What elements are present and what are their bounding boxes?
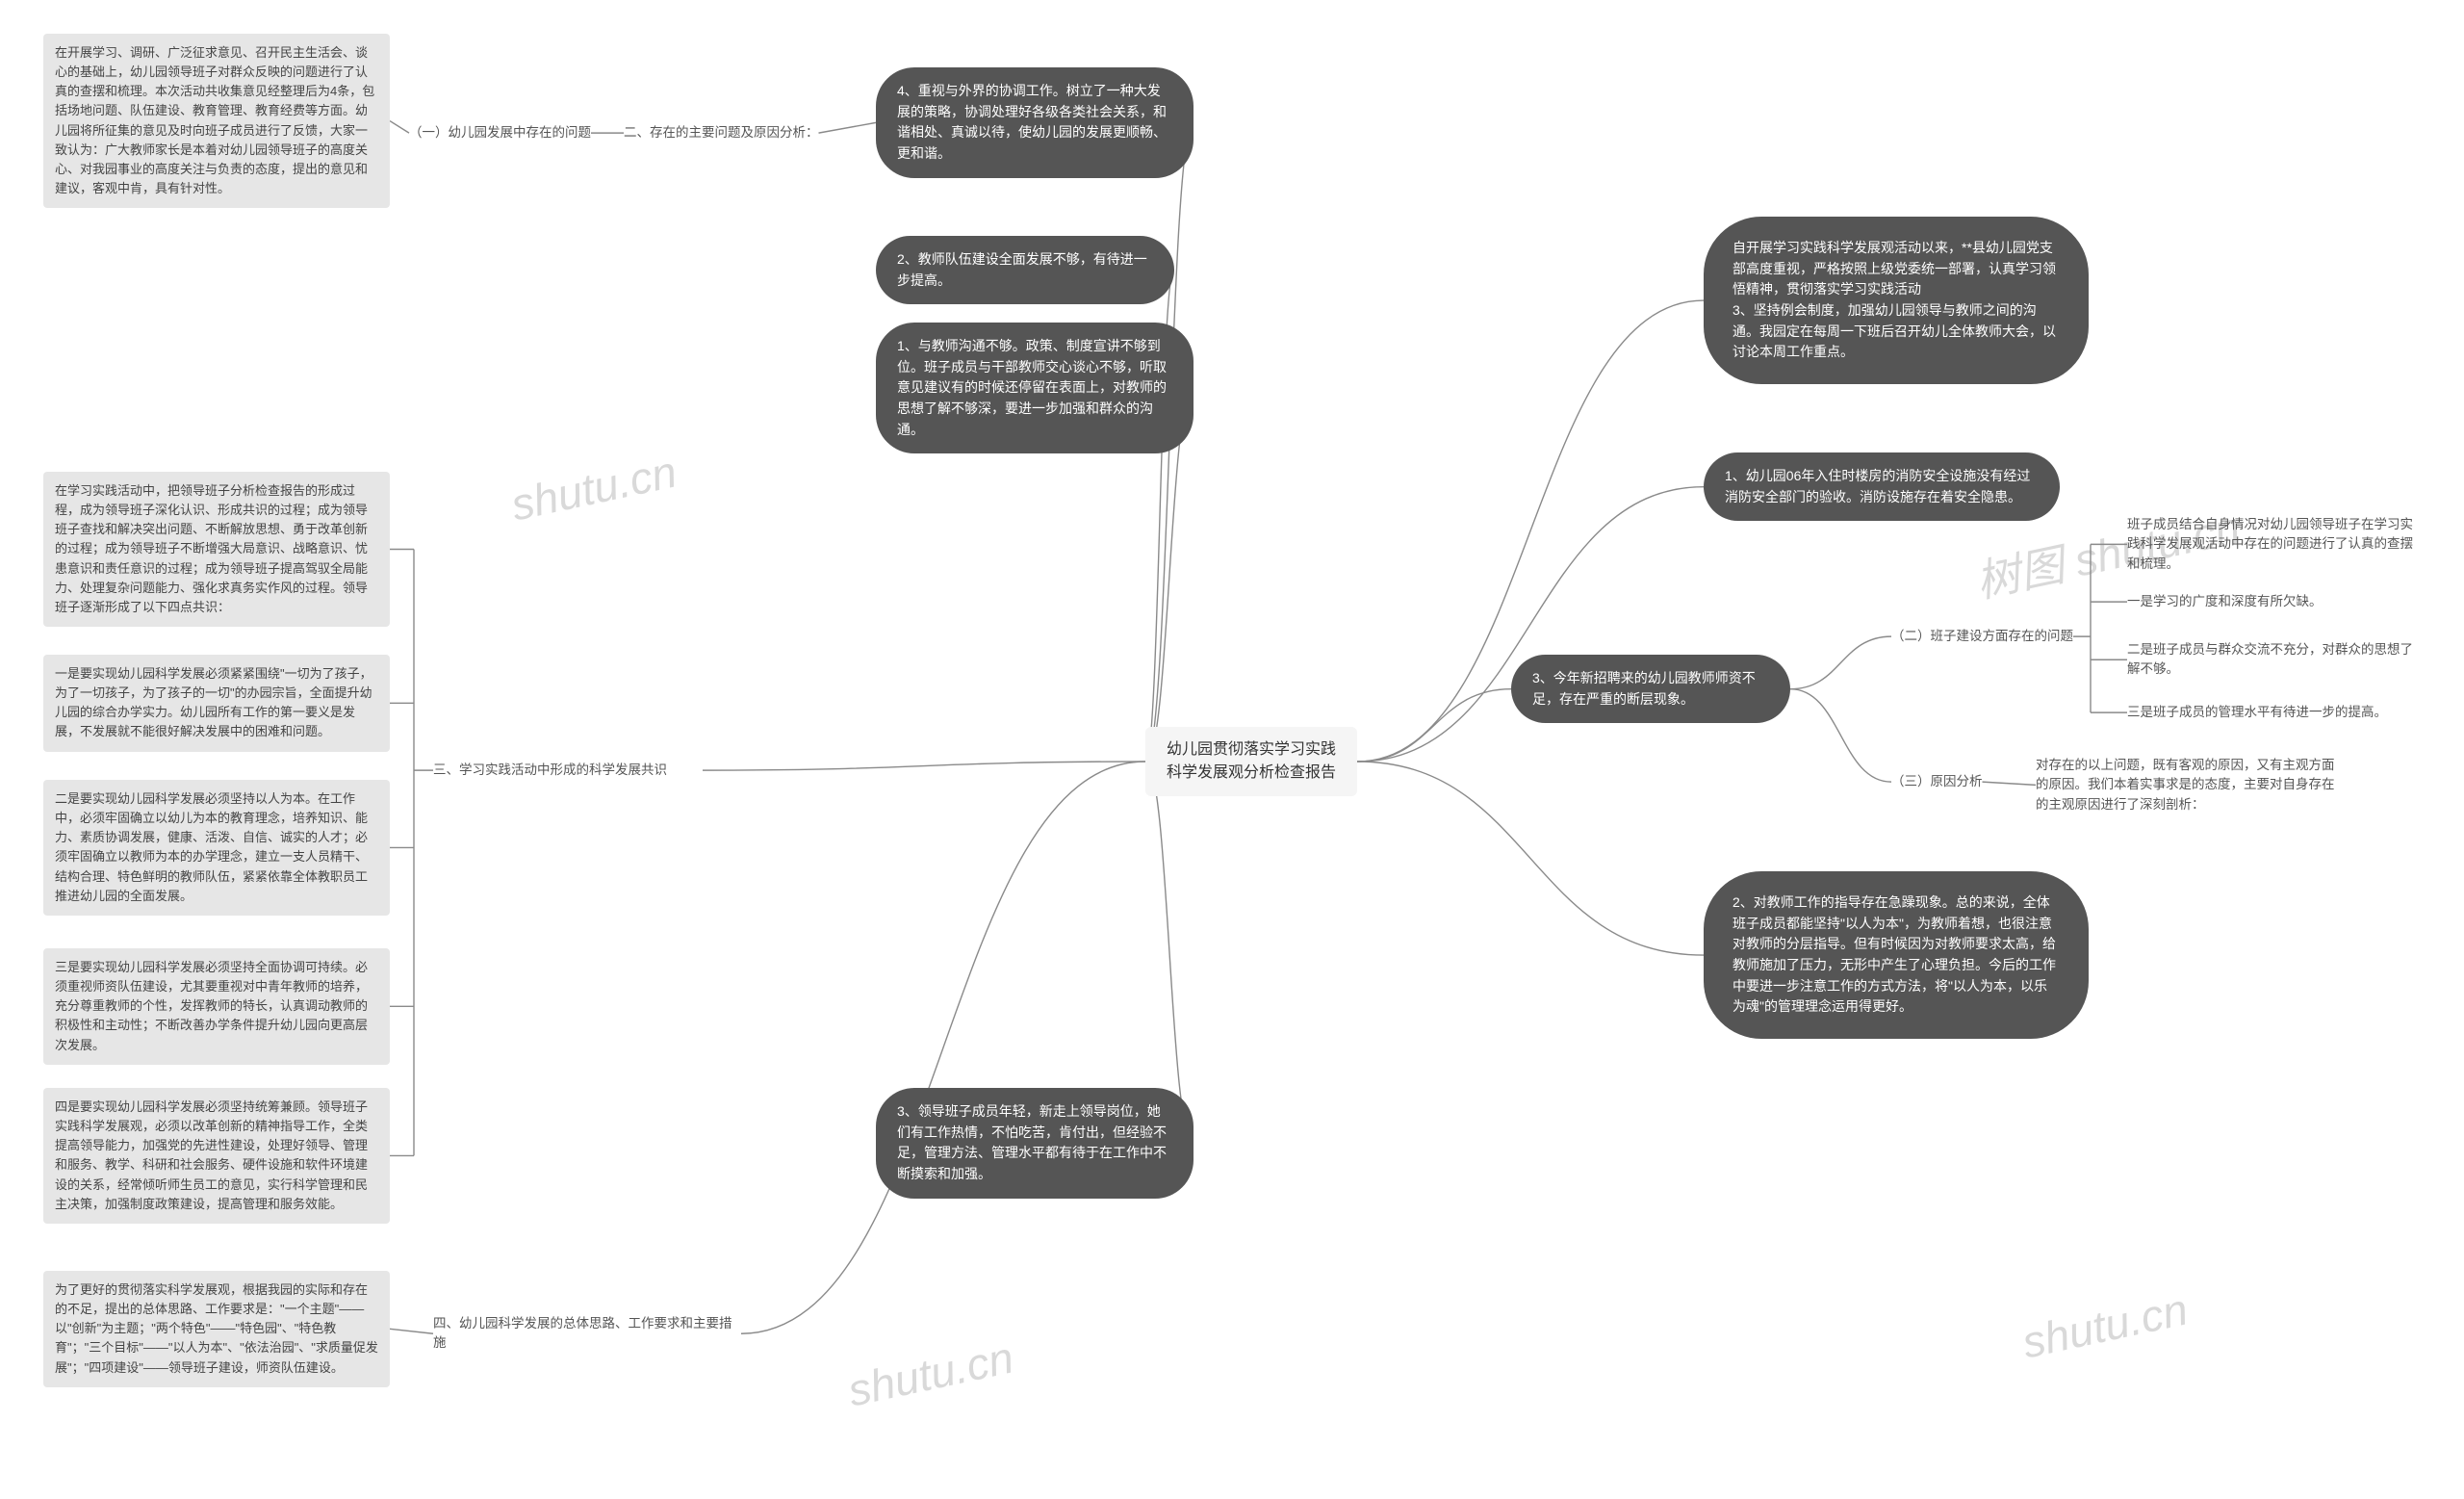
section3-label: 三、学习实践活动中形成的科学发展共识 — [433, 761, 703, 780]
right-node-1: 自开展学习实践科学发展观活动以来，**县幼儿园党支部高度重视，严格按照上级党委统… — [1704, 217, 2089, 384]
right-node-3: 3、今年新招聘来的幼儿园教师师资不足，存在严重的断层现象。 — [1511, 655, 1790, 723]
sec3-label: （三）原因分析 — [1891, 772, 1983, 791]
mid-3: 三是要实现幼儿园科学发展必须坚持全面协调可持续。必须重视师资队伍建设，尤其要重视… — [43, 948, 390, 1065]
mid-intro: 在学习实践活动中，把领导班子分析检查报告的形成过程，成为领导班子深化认识、形成共… — [43, 472, 390, 627]
center-line1: 幼儿园贯彻落实学习实践 — [1163, 738, 1340, 762]
mid-2: 二是要实现幼儿园科学发展必须坚持以人为本。在工作中，必须牢固确立以幼儿为本的教育… — [43, 780, 390, 916]
problems-box: 在开展学习、调研、广泛征求意见、召开民主生活会、谈心的基础上，幼儿园领导班子对群… — [43, 34, 390, 208]
center-line2: 科学发展观分析检查报告 — [1163, 762, 1340, 785]
bubble-3: 3、领导班子成员年轻，新走上领导岗位，她们有工作热情，不怕吃苦，肯付出，但经验不… — [876, 1088, 1194, 1199]
bubble-2: 2、教师队伍建设全面发展不够，有待进一步提高。 — [876, 236, 1174, 304]
mid-4: 四是要实现幼儿园科学发展必须坚持统筹兼顾。领导班子实践科学发展观，必须以改革创新… — [43, 1088, 390, 1224]
watermark-2: shutu.cn — [843, 1331, 1017, 1417]
section4-label: 四、幼儿园科学发展的总体思路、工作要求和主要措施 — [433, 1314, 741, 1354]
bubble-1: 1、与教师沟通不够。政策、制度宣讲不够到位。班子成员与干部教师交心谈心不够，听取… — [876, 323, 1194, 453]
right-node-2: 1、幼儿园06年入住时楼房的消防安全设施没有经过消防安全部门的验收。消防设施存在… — [1704, 452, 2060, 521]
watermark-1: shutu.cn — [506, 446, 680, 531]
sec3-text: 对存在的以上问题，既有客观的原因，又有主观方面的原因。我们本着实事求是的态度，主… — [2036, 756, 2344, 814]
center-node: 幼儿园贯彻落实学习实践 科学发展观分析检查报告 — [1145, 727, 1357, 796]
mid-1: 一是要实现幼儿园科学发展必须紧紧围绕"一切为了孩子，为了一切孩子，为了孩子的一切… — [43, 655, 390, 752]
right-node-4: 2、对教师工作的指导存在急躁现象。总的来说，全体班子成员都能坚持"以人为本"，为… — [1704, 871, 2089, 1039]
main-issues-label: 二、存在的主要问题及原因分析： — [624, 123, 819, 142]
sec2-b: 二是班子成员与群众交流不充分，对群众的思想了解不够。 — [2127, 640, 2426, 680]
watermark-4: shutu.cn — [2017, 1283, 2192, 1369]
sec2-a: 一是学习的广度和深度有所欠缺。 — [2127, 592, 2426, 611]
sec1-label: （一）幼儿园发展中存在的问题 — [409, 123, 591, 142]
bubble-4: 4、重视与外界的协调工作。树立了一种大发展的策略，协调处理好各级各类社会关系，和… — [876, 67, 1194, 178]
bot-text: 为了更好的贯彻落实科学发展观，根据我园的实际和存在的不足，提出的总体思路、工作要… — [43, 1271, 390, 1387]
sec2-label: （二）班子建设方面存在的问题 — [1891, 627, 2073, 646]
sec2-intro: 班子成员结合自身情况对幼儿园领导班子在学习实践科学发展观活动中存在的问题进行了认… — [2127, 515, 2426, 574]
sec2-c: 三是班子成员的管理水平有待进一步的提高。 — [2127, 703, 2426, 722]
